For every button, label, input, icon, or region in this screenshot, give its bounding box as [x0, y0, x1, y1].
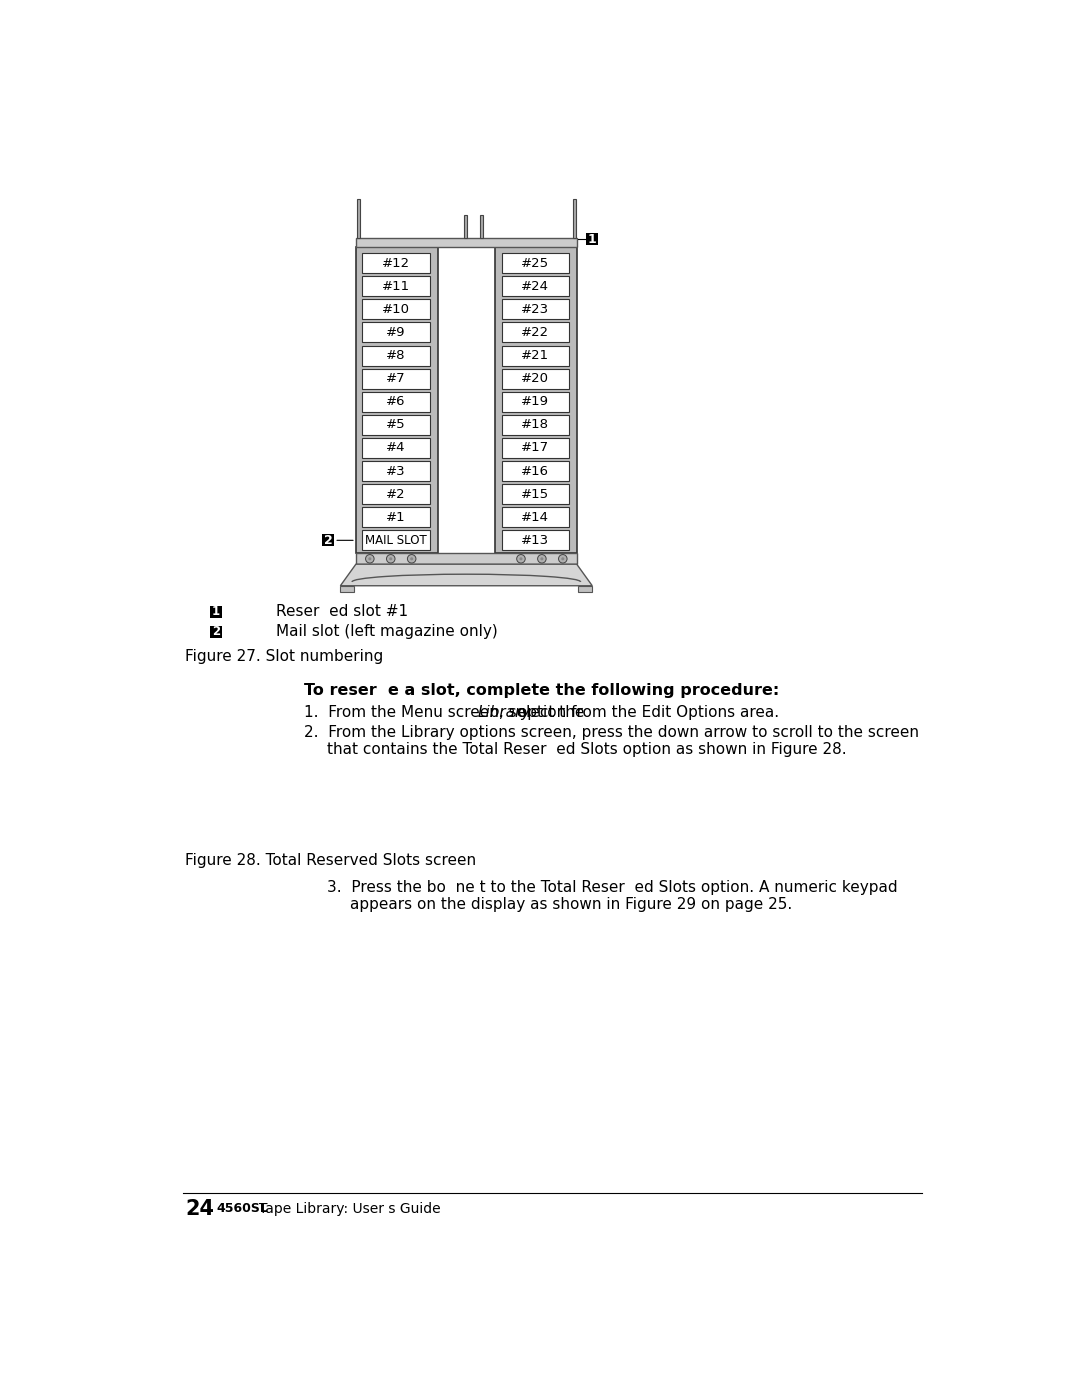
Bar	[586, 233, 598, 246]
Text: 1: 1	[212, 605, 220, 619]
Text: #23: #23	[522, 303, 550, 316]
Circle shape	[538, 555, 546, 563]
Bar	[501, 323, 569, 342]
Text: Tape Library: User s Guide: Tape Library: User s Guide	[259, 1201, 441, 1215]
Text: #7: #7	[386, 372, 406, 386]
Bar	[362, 507, 430, 527]
Bar	[362, 299, 430, 320]
Circle shape	[516, 555, 525, 563]
Bar	[495, 247, 577, 553]
Bar	[501, 437, 569, 458]
Bar	[501, 253, 569, 274]
Bar	[356, 237, 577, 247]
Bar	[362, 369, 430, 388]
Text: #11: #11	[381, 279, 409, 293]
Bar	[340, 585, 354, 592]
Text: option from the Edit Options area.: option from the Edit Options area.	[513, 704, 780, 719]
Circle shape	[389, 557, 392, 560]
Bar	[322, 534, 334, 546]
Circle shape	[368, 557, 372, 560]
Text: #5: #5	[386, 418, 406, 432]
Text: Figure 28. Total Reserved Slots screen: Figure 28. Total Reserved Slots screen	[186, 854, 476, 868]
Text: 24: 24	[186, 1199, 214, 1218]
Bar	[362, 531, 430, 550]
Bar	[501, 277, 569, 296]
Text: #6: #6	[386, 395, 405, 408]
Bar	[362, 345, 430, 366]
Bar	[501, 507, 569, 527]
Text: 1: 1	[588, 233, 596, 246]
Bar	[211, 606, 221, 617]
Text: #20: #20	[522, 372, 550, 386]
Bar	[211, 626, 221, 637]
Text: #3: #3	[386, 465, 406, 478]
Bar	[464, 215, 468, 237]
Text: #14: #14	[522, 511, 550, 524]
Bar	[362, 415, 430, 434]
Text: 3.  Press the bo  ne t to the Total Reser  ed Slots option. A numeric keypad: 3. Press the bo ne t to the Total Reser …	[327, 880, 897, 895]
Text: #12: #12	[381, 257, 409, 270]
Bar	[362, 391, 430, 412]
Text: #2: #2	[386, 488, 406, 500]
Text: #8: #8	[386, 349, 405, 362]
Text: #1: #1	[386, 511, 406, 524]
Text: 2.  From the Library options screen, press the down arrow to scroll to the scree: 2. From the Library options screen, pres…	[303, 725, 919, 740]
Bar	[501, 345, 569, 366]
Text: #22: #22	[522, 326, 550, 339]
Bar	[356, 247, 438, 553]
Text: #21: #21	[522, 349, 550, 362]
Circle shape	[365, 555, 374, 563]
Circle shape	[562, 557, 565, 560]
Bar	[501, 485, 569, 504]
Text: #24: #24	[522, 279, 550, 293]
Bar	[501, 369, 569, 388]
Text: #25: #25	[522, 257, 550, 270]
Bar	[362, 277, 430, 296]
Text: Figure 27. Slot numbering: Figure 27. Slot numbering	[186, 650, 383, 664]
Text: Library: Library	[477, 704, 530, 719]
Text: #18: #18	[522, 418, 550, 432]
Text: Mail slot (left magazine only): Mail slot (left magazine only)	[276, 624, 498, 640]
Text: #9: #9	[386, 326, 405, 339]
Text: #19: #19	[522, 395, 550, 408]
Circle shape	[519, 557, 523, 560]
Circle shape	[387, 555, 395, 563]
Bar	[501, 531, 569, 550]
Bar	[501, 391, 569, 412]
Text: #13: #13	[522, 534, 550, 546]
Bar	[578, 585, 592, 592]
Text: #16: #16	[522, 465, 550, 478]
Text: appears on the display as shown in Figure 29 on page 25.: appears on the display as shown in Figur…	[350, 897, 793, 912]
Text: Reser  ed slot #1: Reser ed slot #1	[276, 605, 408, 619]
Bar	[362, 485, 430, 504]
Text: #4: #4	[386, 441, 405, 454]
Text: To reser  e a slot, complete the following procedure:: To reser e a slot, complete the followin…	[303, 683, 779, 698]
Bar	[362, 253, 430, 274]
Text: that contains the Total Reser  ed Slots option as shown in Figure 28.: that contains the Total Reser ed Slots o…	[327, 742, 847, 757]
Bar	[362, 323, 430, 342]
Text: MAIL SLOT: MAIL SLOT	[365, 534, 427, 546]
Circle shape	[410, 557, 414, 560]
Text: #15: #15	[522, 488, 550, 500]
Text: #10: #10	[382, 303, 409, 316]
Bar	[572, 200, 576, 237]
Polygon shape	[340, 564, 592, 585]
Bar	[480, 215, 483, 237]
Bar	[501, 415, 569, 434]
Circle shape	[540, 557, 543, 560]
Circle shape	[407, 555, 416, 563]
Bar	[362, 461, 430, 481]
Circle shape	[558, 555, 567, 563]
Bar	[501, 299, 569, 320]
Bar	[356, 200, 360, 237]
Bar	[362, 437, 430, 458]
Text: 2: 2	[212, 626, 220, 638]
Text: 2: 2	[324, 534, 333, 546]
Text: 4560SL: 4560SL	[216, 1203, 268, 1215]
Text: #17: #17	[522, 441, 550, 454]
Bar	[356, 553, 577, 564]
Text: 1.  From the Menu screen, select the: 1. From the Menu screen, select the	[303, 704, 590, 719]
Bar	[501, 461, 569, 481]
